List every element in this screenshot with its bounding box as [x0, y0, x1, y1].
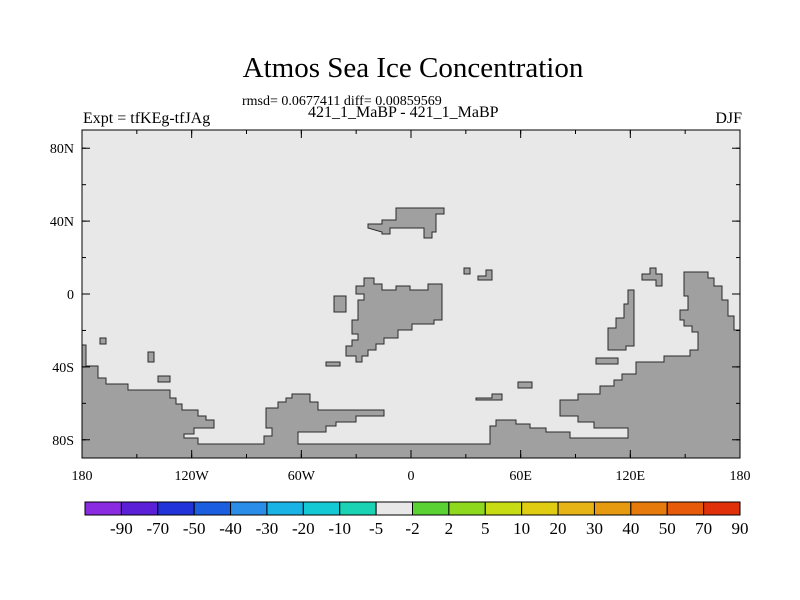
colorbar-swatch — [266, 501, 304, 516]
lon-tick-label: 180 — [730, 469, 751, 484]
islet-f — [99, 337, 107, 345]
colorbar-swatch — [375, 501, 414, 516]
colorbar-label: -90 — [110, 519, 133, 538]
land-masks — [81, 207, 741, 459]
colorbar-swatch — [593, 501, 632, 516]
islet-c — [517, 381, 533, 389]
colorbar-swatch — [521, 501, 559, 516]
season-label: DJF — [715, 110, 742, 127]
colorbar-label: 20 — [550, 519, 567, 538]
colorbar-swatch — [557, 501, 595, 516]
colorbar-swatch — [412, 501, 450, 516]
south-america-west-landmass — [333, 295, 347, 313]
lat-tick-label: 80S — [52, 434, 74, 449]
maritime-continent-landmass — [607, 289, 635, 351]
lon-tick-label: 60W — [288, 469, 316, 484]
colorbar-label: 50 — [659, 519, 676, 538]
colorbar-label: -30 — [256, 519, 279, 538]
colorbar-label: -10 — [328, 519, 351, 538]
lon-tick-label: 120E — [616, 469, 646, 484]
islet-e — [641, 267, 663, 287]
colorbar-swatch — [84, 501, 122, 516]
colorbar-swatch — [484, 501, 523, 516]
colorbar-label: 30 — [586, 519, 603, 538]
colorbar-swatch — [448, 501, 486, 516]
plot-title: Atmos Sea Ice Concentration — [242, 52, 584, 84]
lon-tick-label: 180 — [72, 469, 93, 484]
colorbar-label: -5 — [369, 519, 383, 538]
antarctica-landmass — [81, 271, 741, 459]
colorbar-swatch — [630, 501, 668, 516]
rmsd-diff-stats: rmsd= 0.0677411 diff= 0.00859569 — [242, 94, 442, 109]
lat-tick-label: 40N — [50, 215, 74, 230]
colorbar-label: 5 — [481, 519, 490, 538]
experiment-label: Expt = tfKEg-tfJAg — [83, 110, 211, 127]
colorbar-swatch — [666, 501, 705, 516]
lon-tick-label: 60E — [509, 469, 532, 484]
colorbar-swatch — [302, 501, 341, 516]
colorbar-label: 70 — [695, 519, 712, 538]
colorbar-label: -70 — [146, 519, 169, 538]
colorbar-swatch — [339, 501, 377, 516]
plot-subtitle: 421_1_MaBP - 421_1_MaBP — [308, 104, 499, 121]
lat-tick-label: 40S — [52, 361, 74, 376]
map-axes: 180 120W 60W 0 60E 120E 180 80N 40N 0 40S 80S — [50, 130, 751, 484]
colorbar-label: 10 — [513, 519, 530, 538]
colorbar-label: -20 — [292, 519, 315, 538]
islet-a — [463, 267, 471, 275]
colorbar-label: 90 — [732, 519, 749, 538]
colorbar-swatch — [120, 501, 159, 516]
islet-b — [477, 269, 493, 281]
islet-g — [147, 351, 155, 363]
colorbar-label: -50 — [183, 519, 206, 538]
colorbar-swatch — [193, 501, 232, 516]
colorbar-swatch — [703, 501, 741, 516]
africa-landmass — [345, 277, 443, 363]
colorbar-label: 2 — [445, 519, 454, 538]
colorbar-swatch — [157, 501, 195, 516]
lon-tick-label: 0 — [408, 469, 415, 484]
arabia-landmass — [367, 207, 445, 239]
colorbar: -90 -70 -50 -40 -30 -20 -10 -5 -2 2 5 10 20 30 40 50 70 9… — [84, 501, 749, 538]
colorbar-label: -40 — [219, 519, 242, 538]
colorbar-label: -2 — [405, 519, 419, 538]
lat-tick-label: 80N — [50, 142, 74, 157]
islet-d — [475, 393, 503, 401]
islet-h — [157, 375, 171, 383]
lon-tick-label: 120W — [175, 469, 210, 484]
colorbar-swatch — [230, 501, 268, 516]
lat-tick-label: 0 — [67, 288, 74, 303]
indian-ocean-islet — [595, 357, 619, 365]
mid-atlantic-islet — [325, 361, 341, 367]
colorbar-label: 40 — [622, 519, 639, 538]
